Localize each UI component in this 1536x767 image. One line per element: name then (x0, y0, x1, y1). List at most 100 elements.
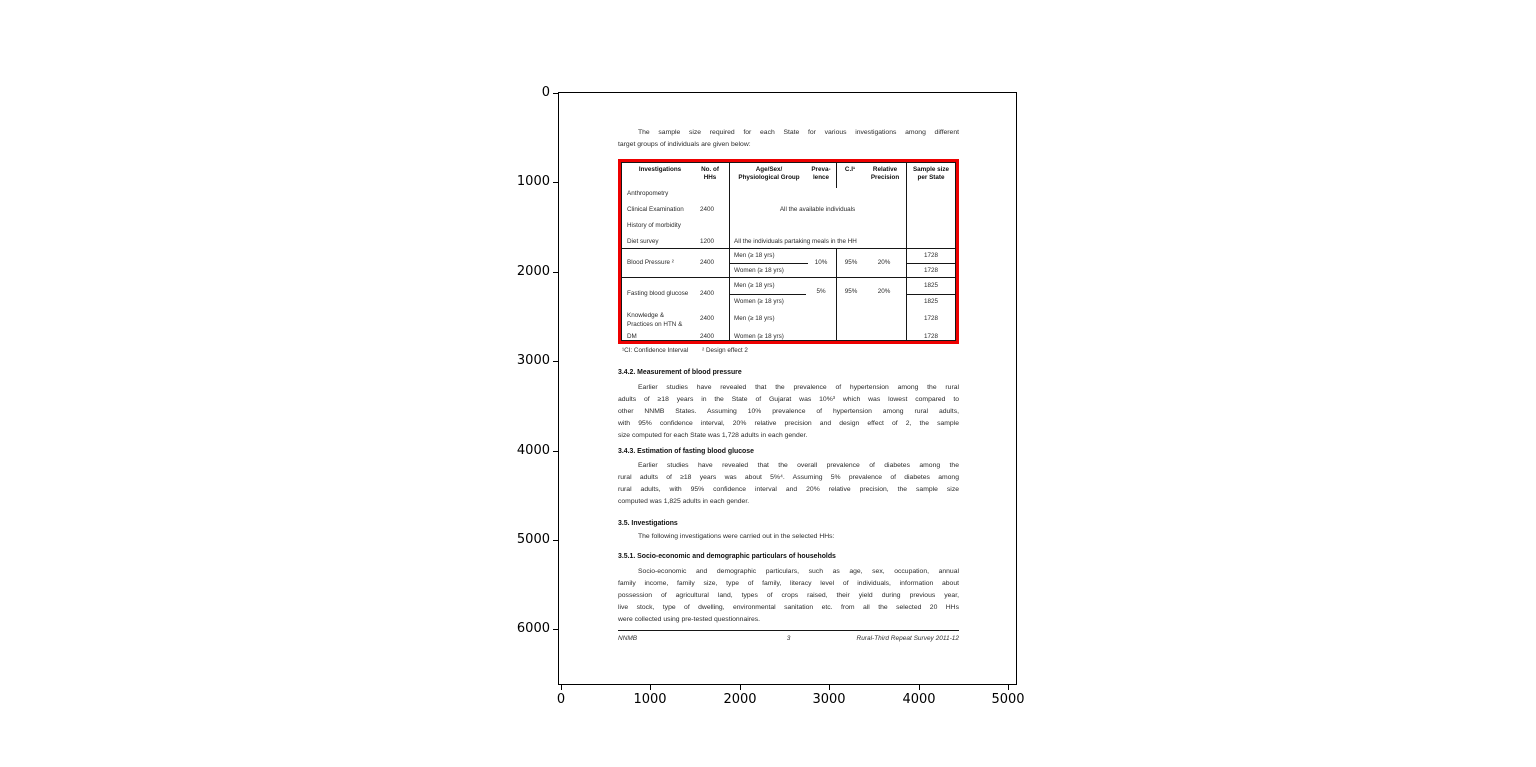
paragraph-line: were collected using pre-tested question… (618, 616, 761, 623)
cell-all-available: All the available individuals (779, 206, 856, 213)
cell-bp-women: Women (≥ 18 yrs) (734, 267, 784, 274)
cell-bp-ci: 95% (844, 259, 858, 266)
row-knowledge-1: Knowledge & (627, 312, 665, 319)
col-header-sample-size: Sample size per State (912, 166, 950, 181)
cell-diet-hhs: 1200 (699, 238, 714, 245)
table-grid-line (906, 263, 956, 264)
y-tick-label: 6000 (516, 621, 550, 636)
y-tick-mark (553, 272, 558, 273)
table-grid-line (836, 163, 837, 188)
footer-page-number: 3 (786, 635, 791, 642)
x-tick-mark (650, 685, 651, 690)
paragraph-line: Earlier studies have revealed that the p… (638, 384, 959, 391)
paragraph-line: computed was 1,825 adults in each gender… (618, 498, 750, 505)
col-header-investigations: Investigations (638, 166, 682, 173)
cell-kp-hhs-men: 2400 (699, 315, 714, 322)
cell-clinical-hhs: 2400 (699, 206, 714, 213)
paragraph-line: rural adults of ≥18 years was about 5%⁴.… (618, 474, 959, 481)
cell-kp-women: Women (≥ 18 yrs) (734, 333, 784, 340)
paragraph-line: rural adults, with 95% confidence interv… (618, 486, 959, 493)
y-tick-mark (553, 361, 558, 362)
table-grid-line (622, 248, 956, 249)
cell-bp-hhs: 2400 (699, 259, 714, 266)
table-grid-line (729, 294, 806, 295)
col-header-hhs: No. of HHs (701, 166, 719, 181)
row-anthropometry: Anthropometry (627, 190, 669, 197)
paragraph-line: possession of agricultural land, types o… (618, 592, 959, 599)
y-tick-label: 5000 (516, 532, 550, 547)
x-tick-label: 5000 (991, 692, 1025, 707)
x-tick-mark (740, 685, 741, 690)
paragraph-line: family income, family size, type of fami… (618, 580, 959, 587)
section-35-body: The following investigations were carrie… (638, 533, 835, 540)
y-tick-label: 3000 (516, 353, 550, 368)
y-tick-mark (553, 93, 558, 94)
x-tick-mark (1008, 685, 1009, 690)
y-tick-label: 4000 (516, 443, 550, 458)
paragraph-line: live stock, type of dwelling, environmen… (618, 604, 959, 611)
x-tick-label: 1000 (633, 692, 667, 707)
y-tick-label: 1000 (516, 174, 550, 189)
cell-bp-n-women: 1728 (923, 267, 938, 274)
col-header-rel-precision: Relative Precision (870, 166, 900, 181)
x-tick-mark (561, 685, 562, 690)
cell-fbg-hhs: 2400 (699, 290, 714, 297)
table-grid-line (906, 294, 956, 295)
cell-partaking-meals: All the individuals partaking meals in t… (734, 238, 857, 245)
x-tick-label: 3000 (812, 692, 846, 707)
highlighted-table-region: Investigations No. of HHs Age/Sex/ Physi… (618, 159, 959, 344)
intro-paragraph: The sample size required for each State … (618, 129, 959, 149)
cell-bp-prevalence: 10% (814, 259, 828, 266)
footer-right: Rural-Third Repeat Survey 2011-12 (856, 635, 960, 642)
cell-fbg-rel: 20% (877, 288, 891, 295)
cell-fbg-men: Men (≥ 18 yrs) (734, 282, 775, 289)
section-351-heading: 3.5.1. Socio-economic and demographic pa… (618, 553, 836, 560)
table-footnote: ¹CI: Confidence Interval ² Design effect… (622, 347, 748, 354)
row-knowledge-3: DM (627, 333, 637, 340)
cell-bp-n-men: 1728 (923, 252, 938, 259)
table-grid-line (836, 248, 837, 341)
scanned-document-page: 0 1000 2000 3000 4000 5000 6000 0 1000 2… (517, 86, 1025, 707)
row-fasting-glucose: Fasting blood glucose (627, 290, 689, 297)
x-tick-label: 0 (556, 692, 566, 707)
cell-kp-hhs-women: 2400 (699, 333, 714, 340)
paragraph-line: Earlier studies have revealed that the o… (638, 462, 959, 469)
section-35-heading: 3.5. Investigations (618, 520, 678, 527)
row-clinical: Clinical Examination (627, 206, 684, 213)
x-tick-mark (829, 685, 830, 690)
footer-left: NNMB (618, 635, 638, 642)
table-grid-line (622, 277, 956, 278)
cell-kp-n-women: 1728 (923, 333, 938, 340)
cell-fbg-ci: 95% (844, 288, 858, 295)
cell-fbg-n-women: 1825 (923, 298, 938, 305)
x-tick-mark (919, 685, 920, 690)
footer-rule (618, 630, 959, 631)
table-grid-line (729, 263, 808, 264)
y-tick-label: 2000 (516, 264, 550, 279)
row-diet: Diet survey (627, 238, 659, 245)
section-342-heading: 3.4.2. Measurement of blood pressure (618, 369, 742, 376)
paragraph-line: Socio-economic and demographic particula… (638, 568, 959, 575)
x-tick-label: 4000 (902, 692, 936, 707)
sample-size-table: Investigations No. of HHs Age/Sex/ Physi… (621, 162, 956, 341)
paragraph-line: adults of ≥18 years in the State of Guja… (618, 396, 959, 403)
section-343-paragraph: Earlier studies have revealed that the o… (618, 460, 959, 508)
cell-fbg-prevalence: 5% (816, 288, 826, 295)
y-tick-mark (553, 540, 558, 541)
paragraph-line: with 95% confidence interval, 20% relati… (618, 420, 959, 427)
cell-fbg-women: Women (≥ 18 yrs) (734, 298, 784, 305)
cell-fbg-n-men: 1825 (923, 282, 938, 289)
row-blood-pressure: Blood Pressure ² (627, 259, 674, 266)
row-knowledge-2: Practices on HTN & (627, 321, 683, 328)
y-tick-mark (553, 451, 558, 452)
paragraph-line: target groups of individuals are given b… (618, 141, 751, 148)
cell-kp-men: Men (≥ 18 yrs) (734, 315, 775, 322)
cell-bp-men: Men (≥ 18 yrs) (734, 252, 775, 259)
row-history: History of morbidity (627, 222, 681, 229)
col-header-group: Age/Sex/ Physiological Group (738, 166, 800, 181)
cell-bp-rel: 20% (877, 259, 891, 266)
y-tick-label: 0 (541, 85, 550, 100)
paragraph-line: The sample size required for each State … (638, 129, 959, 136)
col-header-prevalence: Preva- lence (811, 166, 831, 181)
y-tick-mark (553, 629, 558, 630)
